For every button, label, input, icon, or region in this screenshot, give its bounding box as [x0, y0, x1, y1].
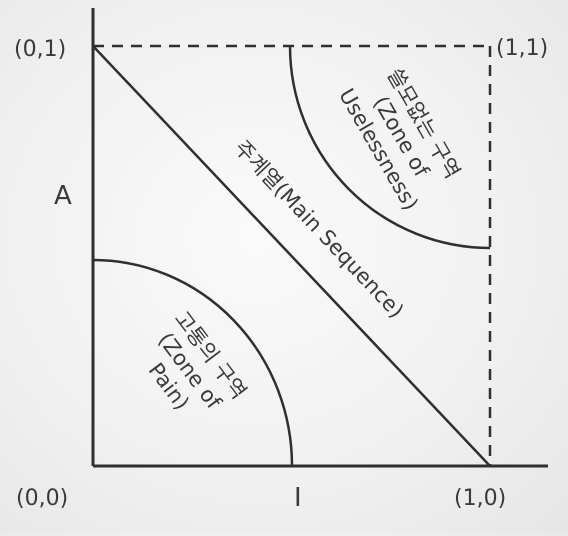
coord-top-left: (0,1) [14, 37, 66, 62]
coord-bottom-right: (1,0) [454, 486, 506, 511]
coord-origin: (0,0) [16, 486, 68, 511]
x-axis-label: I [294, 483, 302, 513]
coord-top-right: (1,1) [496, 36, 548, 61]
zone-of-uselessness-label: 쓸모없는 구역 (Zone of Uselessness) [334, 64, 465, 214]
zone-of-uselessness-arc [288, 45, 491, 250]
y-axis-label: A [54, 181, 72, 211]
main-sequence-line [92, 45, 491, 467]
zone-of-pain-arc [92, 258, 294, 467]
zone-of-pain-label: 고통의 구역 (Zone of Pain) [144, 307, 251, 415]
